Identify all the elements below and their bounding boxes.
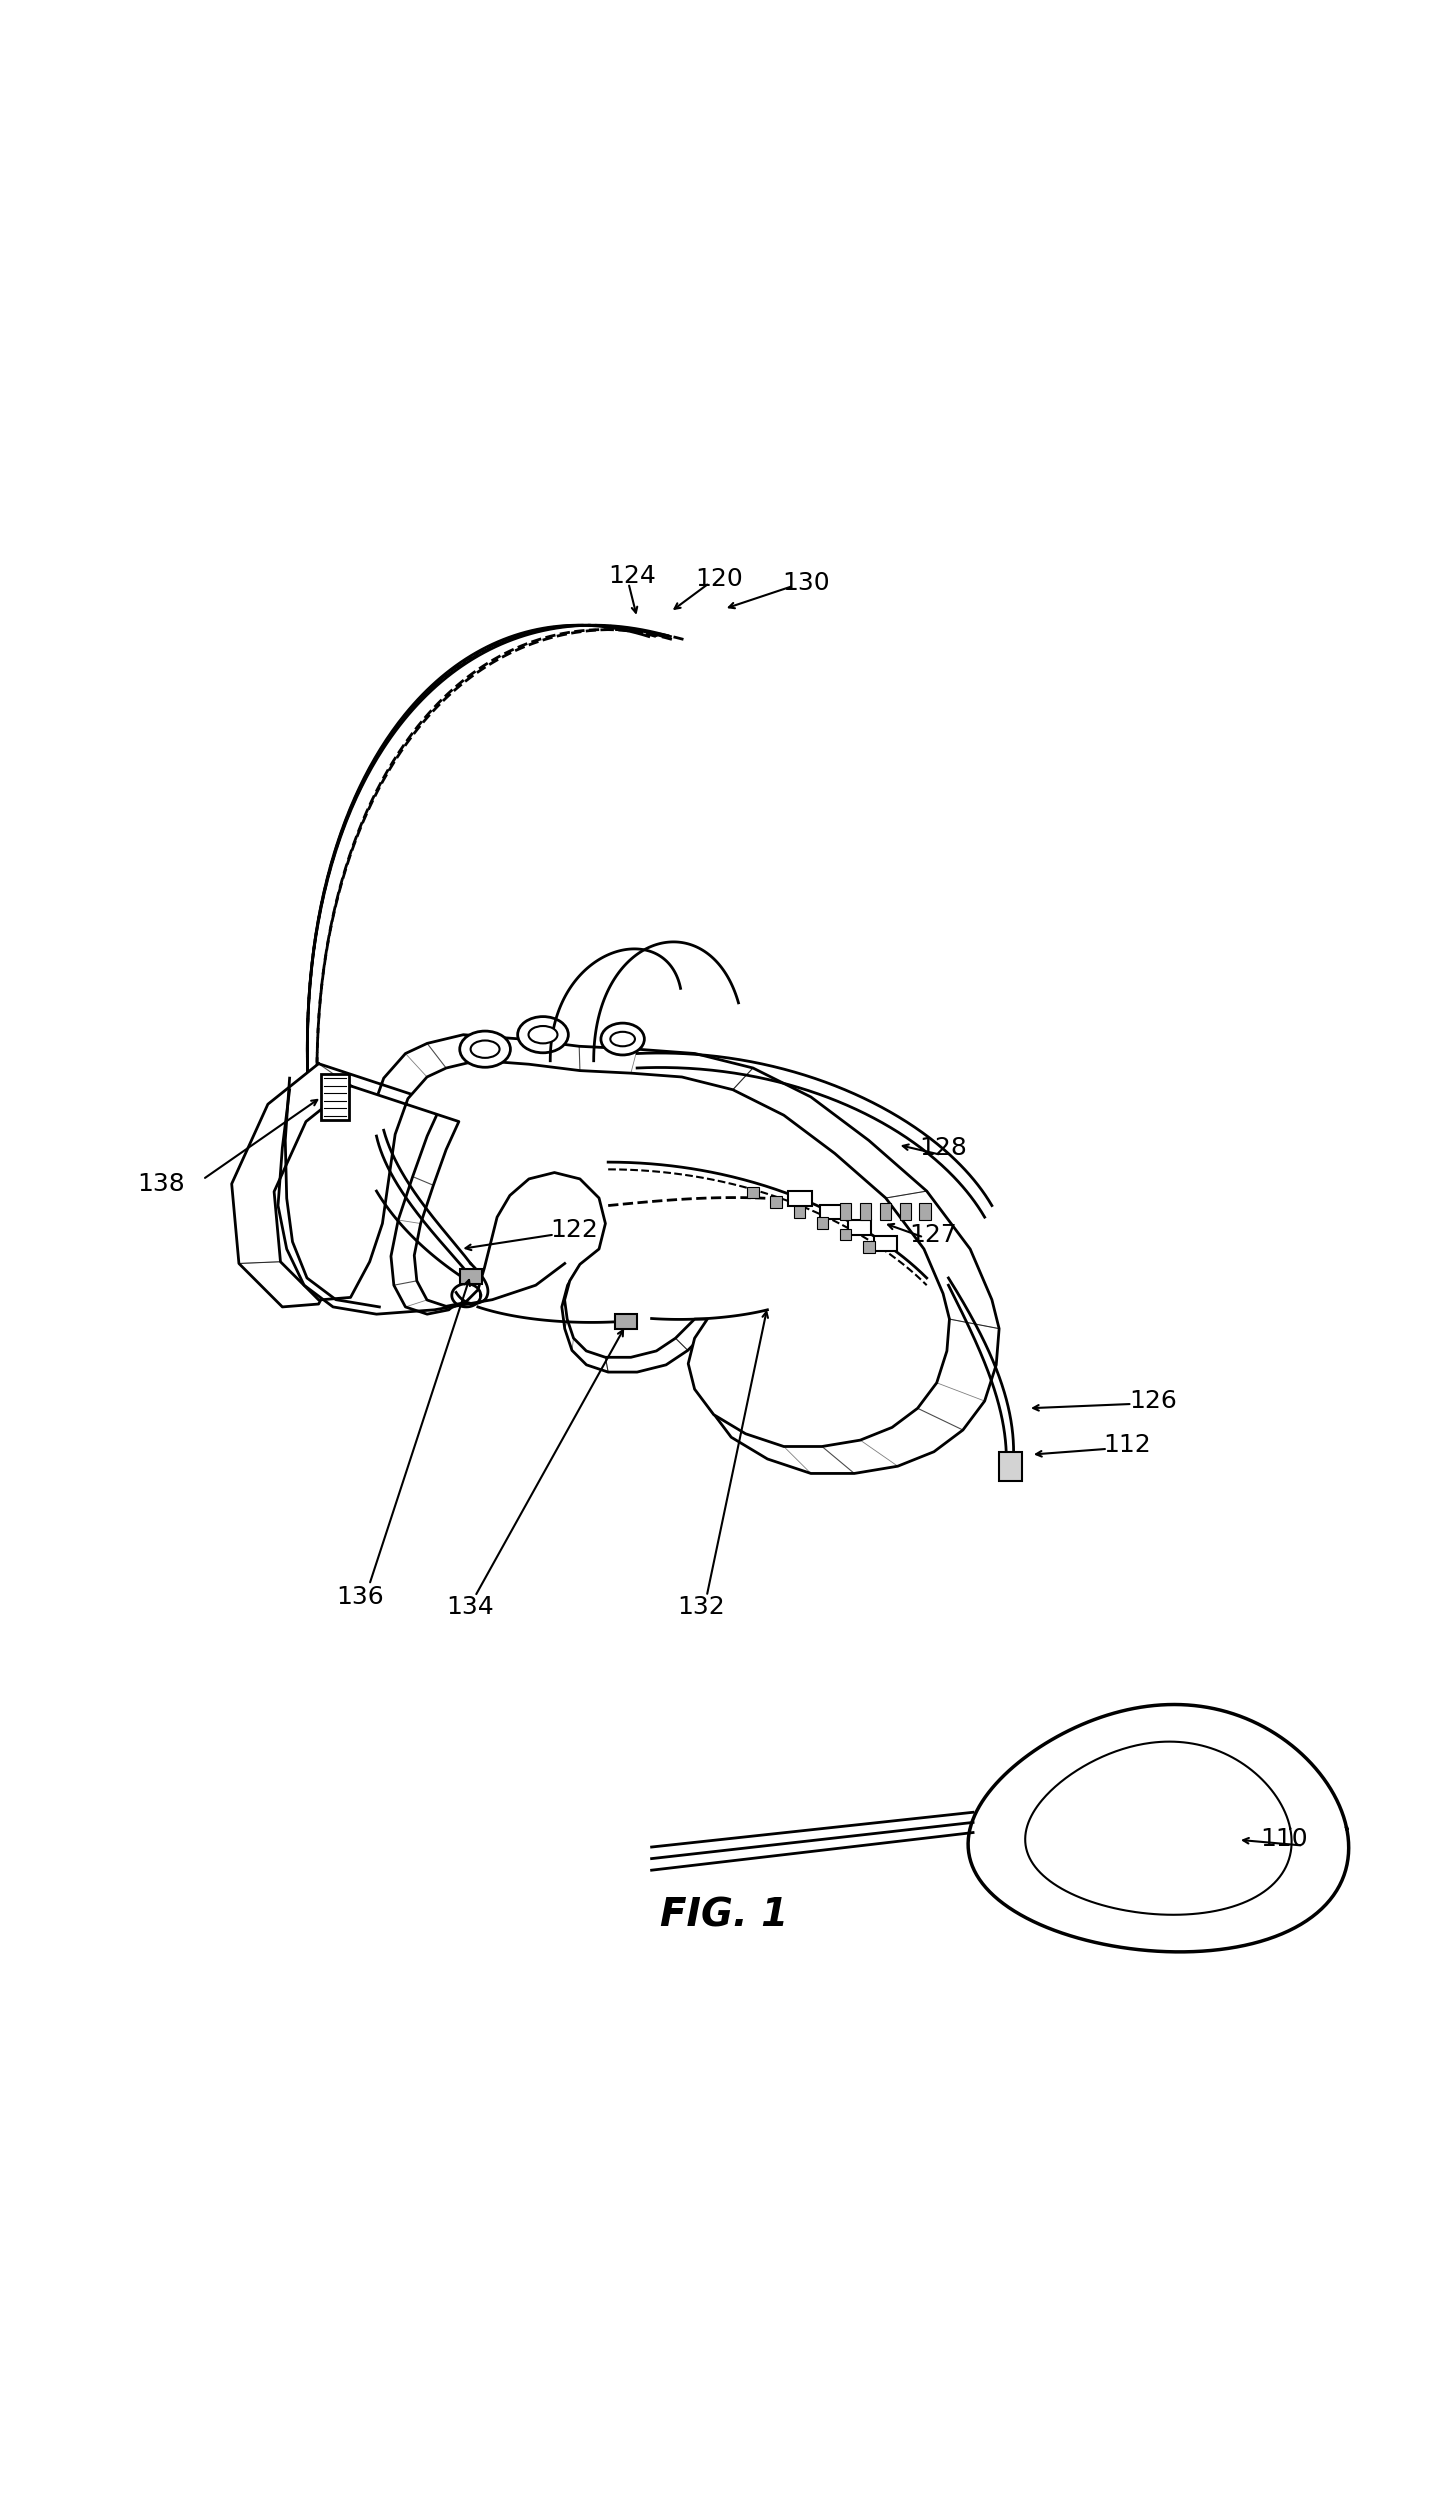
Bar bbox=[840, 1229, 851, 1242]
Text: 138: 138 bbox=[138, 1172, 185, 1197]
Bar bbox=[863, 1242, 875, 1251]
Text: 112: 112 bbox=[1103, 1434, 1151, 1456]
Bar bbox=[770, 1197, 782, 1207]
Bar bbox=[999, 1451, 1022, 1481]
Ellipse shape bbox=[460, 1032, 511, 1067]
Text: 120: 120 bbox=[695, 567, 743, 592]
Bar bbox=[615, 1314, 637, 1329]
Bar bbox=[817, 1217, 828, 1229]
Ellipse shape bbox=[471, 1042, 500, 1057]
Polygon shape bbox=[274, 1062, 950, 1446]
Polygon shape bbox=[232, 1034, 999, 1474]
Bar bbox=[860, 1202, 872, 1219]
Bar bbox=[849, 1219, 872, 1234]
Text: 124: 124 bbox=[608, 565, 656, 587]
Text: 132: 132 bbox=[678, 1594, 725, 1619]
Bar bbox=[788, 1192, 811, 1207]
Ellipse shape bbox=[610, 1032, 634, 1047]
Bar bbox=[321, 1074, 349, 1119]
Bar bbox=[747, 1187, 759, 1199]
Ellipse shape bbox=[529, 1027, 557, 1044]
Text: 136: 136 bbox=[336, 1584, 384, 1609]
Bar bbox=[879, 1202, 891, 1219]
Text: 134: 134 bbox=[446, 1594, 494, 1619]
Text: 130: 130 bbox=[782, 572, 830, 595]
Ellipse shape bbox=[601, 1024, 644, 1054]
Polygon shape bbox=[969, 1704, 1348, 1951]
Bar bbox=[899, 1202, 911, 1219]
Text: FIG. 1: FIG. 1 bbox=[660, 1896, 788, 1933]
Bar bbox=[840, 1202, 851, 1219]
Bar bbox=[460, 1269, 482, 1284]
Text: 127: 127 bbox=[909, 1222, 957, 1247]
Bar bbox=[820, 1204, 843, 1219]
Text: 128: 128 bbox=[919, 1137, 967, 1159]
Bar bbox=[919, 1202, 931, 1219]
Ellipse shape bbox=[518, 1017, 568, 1052]
Bar bbox=[873, 1237, 896, 1251]
Text: 122: 122 bbox=[550, 1219, 598, 1242]
Text: 126: 126 bbox=[1129, 1389, 1177, 1414]
Bar bbox=[794, 1207, 805, 1219]
Text: 110: 110 bbox=[1260, 1826, 1308, 1851]
